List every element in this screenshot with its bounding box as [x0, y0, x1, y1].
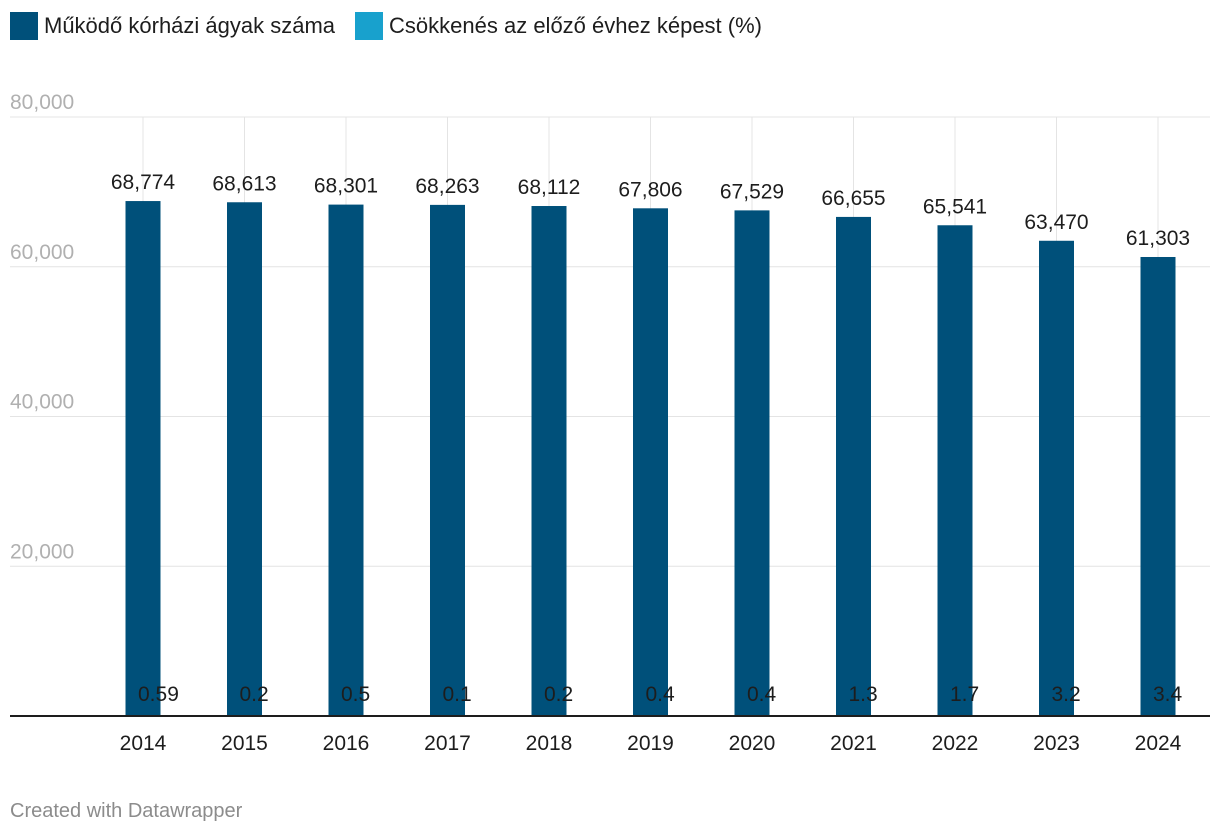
decrease-value-label: 0.2: [544, 683, 573, 706]
bar-beds-2014: [125, 201, 161, 716]
decrease-value-label: 3.2: [1052, 683, 1081, 706]
bar-value-label: 67,529: [720, 180, 784, 203]
legend-item-beds: Működő kórházi ágyak száma: [10, 12, 335, 40]
bar-beds-2016: [328, 204, 364, 717]
y-tick-label: 20,000: [10, 540, 74, 563]
decrease-value-label: 0.4: [747, 683, 777, 706]
decrease-value-label: 0.4: [646, 683, 676, 706]
x-tick-label: 2015: [221, 732, 268, 755]
x-tick-label: 2023: [1033, 732, 1080, 755]
decrease-value-label: 0.2: [240, 683, 269, 706]
bar-value-label: 68,774: [111, 171, 176, 194]
bar-value-label: 68,112: [518, 176, 581, 199]
bar-value-label: 65,541: [923, 195, 987, 218]
bar-beds-2017: [430, 204, 465, 716]
bar-beds-2024: [1140, 256, 1176, 716]
x-tick-label: 2017: [424, 732, 471, 755]
footer-credit: Created with Datawrapper: [10, 800, 243, 822]
decrease-value-label: 0.59: [138, 683, 179, 706]
legend-swatch-decrease: [355, 12, 384, 40]
legend-item-decrease: Csökkenés az előző évhez képest (%): [355, 12, 762, 40]
legend: Működő kórházi ágyak száma Csökkenés az …: [10, 12, 762, 40]
legend-label-beds: Működő kórházi ágyak száma: [44, 13, 336, 38]
x-tick-label: 2022: [932, 732, 979, 755]
bar-beds-2018: [531, 206, 567, 716]
decrease-value-label: 1.3: [849, 683, 878, 706]
bar-value-label: 68,301: [314, 175, 378, 198]
x-tick-label: 2018: [526, 732, 573, 755]
bar-value-label: 63,470: [1024, 211, 1088, 234]
x-tick-label: 2016: [323, 732, 370, 755]
bar-beds-2020: [734, 210, 770, 716]
bar-beds-2019: [633, 208, 668, 716]
y-tick-label: 60,000: [10, 241, 74, 264]
decrease-value-label: 0.1: [443, 683, 472, 706]
y-tick-label: 40,000: [10, 391, 74, 414]
bar-beds-2015: [227, 202, 262, 717]
legend-swatch-beds: [10, 12, 38, 40]
bar-value-label: 66,655: [821, 187, 885, 210]
legend-label-decrease: Csökkenés az előző évhez képest (%): [389, 13, 762, 38]
bar-beds-2022: [937, 225, 973, 716]
bar-value-label: 61,303: [1126, 227, 1190, 250]
bar-beds-2023: [1039, 240, 1074, 716]
y-tick-label: 80,000: [10, 91, 74, 114]
decrease-value-label: 1.7: [950, 683, 979, 706]
decrease-value-label: 0.5: [341, 683, 370, 706]
x-tick-label: 2024: [1135, 732, 1182, 755]
x-tick-label: 2019: [627, 732, 674, 755]
x-tick-label: 2014: [120, 732, 167, 755]
bar-value-label: 67,806: [618, 178, 682, 201]
x-tick-label: 2020: [729, 732, 776, 755]
bar-beds-2021: [836, 216, 871, 716]
bar-value-label: 68,263: [415, 175, 479, 198]
x-tick-label: 2021: [830, 732, 877, 755]
decrease-value-label: 3.4: [1153, 683, 1183, 706]
bar-value-label: 68,613: [212, 172, 276, 195]
